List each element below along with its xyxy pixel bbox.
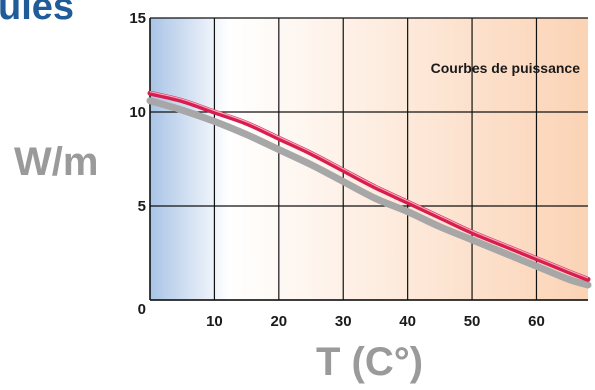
- y-tick-label: 10: [129, 104, 146, 121]
- x-tick-label: 20: [270, 313, 287, 330]
- y-tick-label: 15: [129, 10, 146, 27]
- heading-fragment: ules: [0, 0, 75, 28]
- x-tick-label: 30: [335, 313, 352, 330]
- x-tick-label: 40: [399, 313, 416, 330]
- series-layer: [146, 90, 592, 289]
- tick-labels: 10 20 30 40 50 60 0 5 10 15: [129, 10, 545, 330]
- series-line-red-highlight: [149, 91, 589, 279]
- plot-background: [150, 18, 588, 300]
- y-axis-title: W/m: [14, 140, 99, 184]
- x-tick-label: 60: [528, 313, 545, 330]
- y-tick-label: 0: [138, 301, 146, 318]
- y-tick-label: 5: [138, 198, 146, 215]
- series-line-gray: [146, 97, 592, 289]
- grid: [149, 17, 588, 301]
- x-tick-label: 10: [206, 313, 223, 330]
- x-tick-label: 50: [464, 313, 481, 330]
- chart-annotation: Courbes de puissance: [431, 60, 581, 76]
- series-line-red: [147, 90, 591, 282]
- x-axis-title: T (C°): [316, 340, 424, 384]
